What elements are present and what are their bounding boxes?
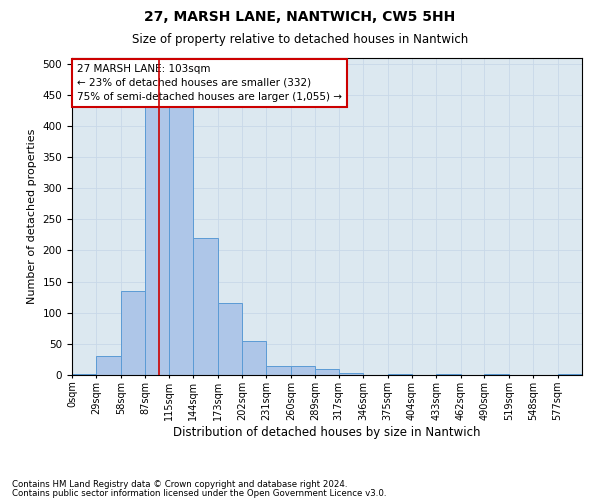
Bar xyxy=(193,238,218,375)
Text: 27, MARSH LANE, NANTWICH, CW5 5HH: 27, MARSH LANE, NANTWICH, CW5 5HH xyxy=(145,10,455,24)
Bar xyxy=(436,374,461,375)
Bar xyxy=(72,374,97,375)
Text: Contains HM Land Registry data © Crown copyright and database right 2024.: Contains HM Land Registry data © Crown c… xyxy=(12,480,347,489)
X-axis label: Distribution of detached houses by size in Nantwich: Distribution of detached houses by size … xyxy=(173,426,481,438)
Bar xyxy=(169,92,193,375)
Bar xyxy=(291,366,315,375)
Bar xyxy=(339,373,363,375)
Text: Size of property relative to detached houses in Nantwich: Size of property relative to detached ho… xyxy=(132,32,468,46)
Bar xyxy=(388,374,412,375)
Bar xyxy=(266,366,291,375)
Bar xyxy=(557,374,582,375)
Bar xyxy=(242,341,266,375)
Bar xyxy=(484,374,509,375)
Bar xyxy=(121,291,145,375)
Bar xyxy=(218,304,242,375)
Bar xyxy=(97,356,121,375)
Bar xyxy=(315,369,339,375)
Text: 27 MARSH LANE: 103sqm
← 23% of detached houses are smaller (332)
75% of semi-det: 27 MARSH LANE: 103sqm ← 23% of detached … xyxy=(77,64,342,102)
Text: Contains public sector information licensed under the Open Government Licence v3: Contains public sector information licen… xyxy=(12,489,386,498)
Y-axis label: Number of detached properties: Number of detached properties xyxy=(27,128,37,304)
Bar xyxy=(145,92,169,375)
